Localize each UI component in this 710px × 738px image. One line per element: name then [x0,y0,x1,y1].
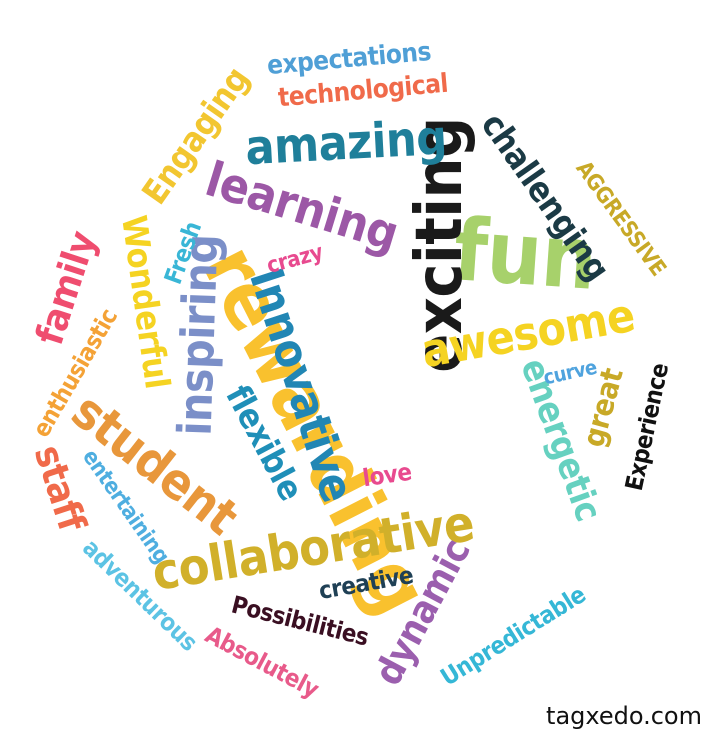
word-amazing: amazing [244,109,448,177]
word-crazy: crazy [264,240,326,279]
word-unpredictable: Unpredictable [435,580,591,692]
word-love: love [360,457,414,493]
tagxedo-credit: tagxedo.com [546,702,702,730]
word-wonderful: Wonderful [113,212,177,392]
word-experience: Experience [619,360,675,494]
